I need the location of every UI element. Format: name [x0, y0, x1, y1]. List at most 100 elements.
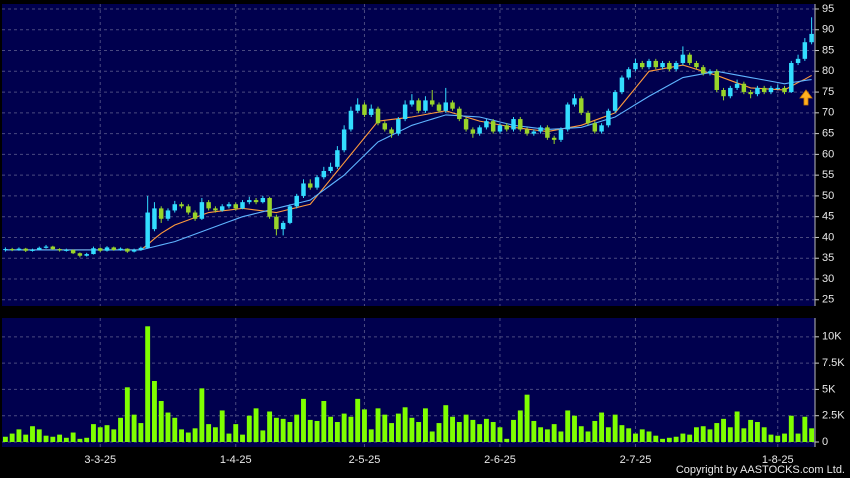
- volume-bar: [782, 433, 787, 442]
- candle-body: [98, 248, 103, 251]
- volume-bar: [463, 414, 469, 442]
- candle-body: [714, 71, 719, 90]
- volume-bar: [497, 427, 503, 442]
- volume-bar: [118, 417, 124, 442]
- candle-body: [721, 89, 726, 97]
- candle-body: [660, 62, 665, 68]
- candle-body: [450, 102, 455, 109]
- volume-bar: [287, 422, 293, 442]
- volume-bar: [456, 422, 462, 442]
- volume-bar: [36, 429, 42, 442]
- y-tick-label: 55: [822, 169, 834, 181]
- volume-y-tick-label: 5K: [822, 383, 836, 395]
- candle-body: [626, 69, 631, 78]
- volume-bar: [362, 409, 367, 442]
- candle-body: [9, 249, 15, 251]
- copyright: Copyright by AASTOCKS.com Ltd.: [676, 464, 845, 476]
- volume-bar: [97, 427, 103, 442]
- x-tick-label: 3-3-25: [84, 454, 116, 466]
- x-tick-label: 1-4-25: [220, 454, 252, 466]
- candle-body: [402, 104, 408, 120]
- candle-body: [775, 87, 780, 89]
- y-tick-label: 80: [822, 65, 834, 77]
- candle-body: [396, 119, 401, 134]
- candle-body: [118, 248, 123, 250]
- x-tick-label: 2-7-25: [620, 454, 652, 466]
- candle-body: [287, 206, 293, 223]
- candle-body: [619, 77, 625, 93]
- candle-body: [470, 129, 476, 134]
- candle-body: [463, 119, 469, 130]
- volume-bar: [707, 429, 713, 442]
- candle-body: [23, 248, 28, 251]
- candle-body: [484, 121, 489, 128]
- volume-bar: [761, 427, 767, 442]
- candle-body: [558, 129, 564, 140]
- y-tick-label: 40: [822, 231, 834, 243]
- volume-bar: [680, 433, 686, 442]
- volume-bar: [321, 400, 327, 442]
- candle-body: [680, 54, 686, 63]
- candle-body: [274, 216, 279, 230]
- volume-bar: [775, 435, 781, 442]
- candle-body: [355, 104, 360, 111]
- candle-body: [91, 248, 96, 255]
- candle-body: [782, 87, 787, 93]
- volume-bar: [619, 425, 625, 442]
- candle-body: [490, 121, 496, 132]
- volume-bar: [517, 410, 523, 442]
- volume-panel: [2, 318, 815, 447]
- candle-body: [335, 150, 340, 167]
- volume-bar: [592, 420, 598, 442]
- volume-bar: [226, 433, 232, 442]
- candle-body: [145, 212, 150, 248]
- volume-bar: [693, 427, 699, 442]
- volume-bar: [70, 432, 76, 442]
- volume-bar: [91, 424, 96, 442]
- candle-body: [138, 247, 144, 250]
- volume-bar: [30, 426, 35, 442]
- volume-bar: [422, 408, 428, 442]
- volume-bar: [653, 435, 659, 442]
- volume-bar: [375, 408, 381, 442]
- volume-bar: [368, 429, 374, 442]
- candle-body: [524, 129, 530, 134]
- candle-body: [348, 110, 354, 130]
- candle-body: [192, 212, 198, 219]
- volume-bar: [483, 418, 489, 442]
- volume-bar: [714, 423, 720, 442]
- candle-body: [165, 210, 171, 219]
- candle-body: [213, 208, 218, 211]
- volume-bar: [389, 423, 395, 442]
- volume-bar: [131, 414, 137, 442]
- candle-body: [606, 110, 611, 126]
- y-tick-label: 35: [822, 252, 834, 264]
- candle-body: [497, 125, 503, 132]
- volume-bar: [436, 423, 442, 442]
- candle-body: [423, 100, 428, 111]
- candle-body: [707, 71, 713, 74]
- volume-bar: [246, 415, 252, 442]
- candle-body: [457, 108, 462, 120]
- volume-bar: [348, 416, 354, 442]
- volume-bar: [9, 433, 15, 442]
- candle-body: [409, 100, 415, 105]
- price-panel: [2, 4, 815, 306]
- volume-y-tick-label: 7.5K: [822, 357, 845, 369]
- volume-bar: [416, 422, 422, 442]
- candle-body: [585, 112, 591, 124]
- candle-body: [755, 87, 760, 95]
- volume-bar: [409, 417, 415, 442]
- volume-bar: [660, 438, 666, 442]
- candle-body: [748, 92, 753, 95]
- candle-body: [761, 87, 767, 93]
- volume-bar: [199, 388, 205, 442]
- volume-bar: [2, 436, 8, 442]
- volume-bar: [470, 419, 476, 442]
- volume-bar: [23, 434, 29, 442]
- candle-body: [592, 123, 598, 132]
- volume-bar: [314, 420, 320, 442]
- volume-bar: [158, 400, 164, 442]
- x-tick-label: 2-5-25: [349, 454, 381, 466]
